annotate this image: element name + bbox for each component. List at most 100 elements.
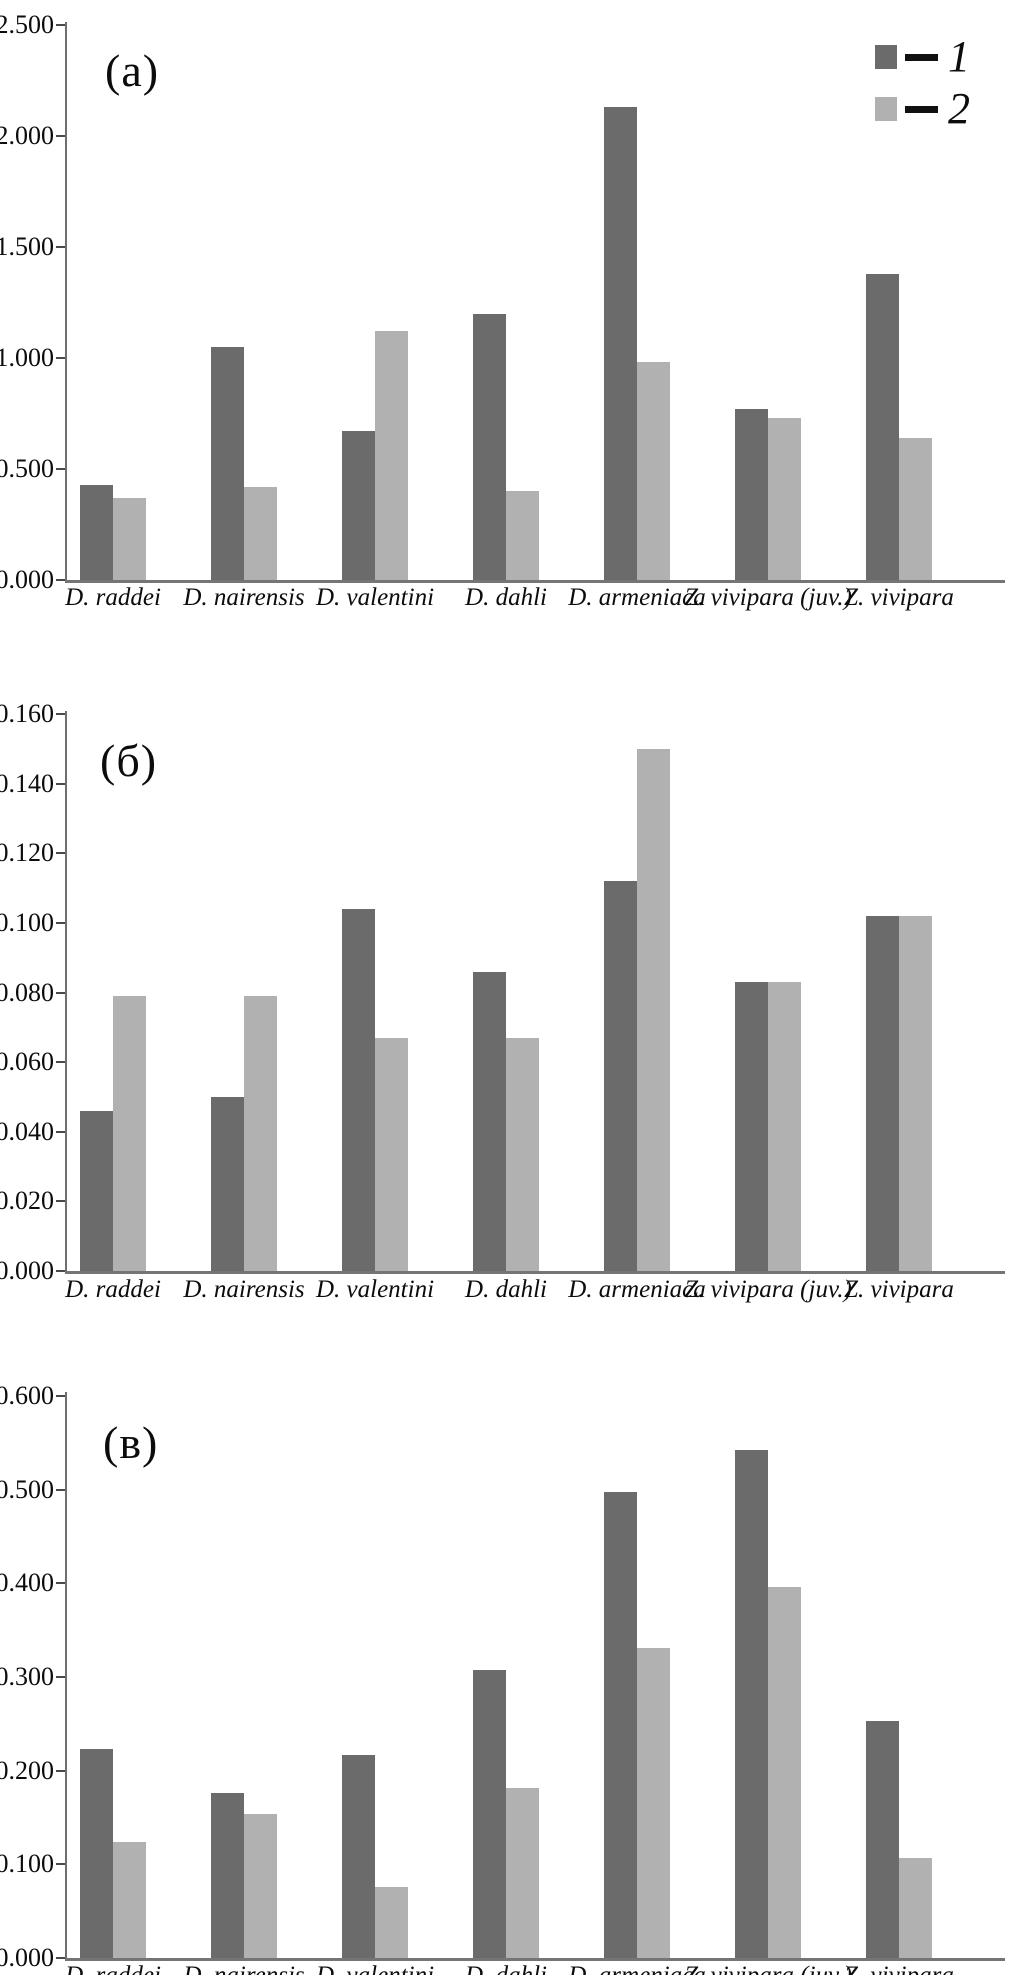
bar-series1 [80,1111,113,1271]
bar-series2 [899,1858,932,1958]
bar-series1 [80,1749,113,1958]
y-axis-line [65,1392,67,1960]
bar-series1 [473,972,506,1271]
x-category-label: Z. vivipara [844,584,954,611]
x-category-label: D. nairensis [183,584,305,611]
legend-dash-icon [905,105,938,113]
bar-series2 [637,1648,670,1958]
y-tick-mark [56,1270,65,1272]
bar-series1 [735,409,768,580]
bar-series2 [768,982,801,1271]
y-tick-mark [56,579,65,581]
bar-series1 [735,982,768,1271]
legend-swatch-series2-icon [875,97,897,121]
x-axis-line [65,1958,1005,1961]
y-tick-label: 0.100 [0,908,54,937]
x-category-label: D. dahli [465,584,547,611]
y-tick-label: 2.000 [0,121,54,150]
y-tick-label: 1.500 [0,232,54,261]
x-category-label: Z. vivipara (juv.) [684,584,852,611]
x-category-label: D. armeniaca [568,584,706,611]
bar-series2 [768,1587,801,1958]
bar-series2 [506,1788,539,1958]
x-category-label: Z. vivipara [844,1962,954,1975]
bar-series1 [866,916,899,1271]
bar-series2 [244,1814,277,1958]
y-tick-mark [56,852,65,855]
y-tick-label: 0.020 [0,1186,54,1216]
bar-series2 [375,1038,408,1271]
x-category-label: Z. vivipara (juv.) [684,1276,852,1303]
bar-series1 [211,1097,244,1271]
bar-series2 [375,331,408,580]
bar-series1 [604,881,637,1271]
y-tick-label: 0.000 [0,1256,54,1285]
x-category-label: D. valentini [315,1276,435,1303]
bar-series1 [866,274,899,580]
y-tick-label: 0.100 [0,1849,54,1879]
bar-series2 [637,749,670,1271]
legend-item-series2: 2 [875,87,970,131]
panel-label-b: (б) [100,735,158,786]
x-axis-line [65,580,1005,583]
bar-series1 [735,1450,768,1958]
y-tick-label: 2.500 [0,10,54,39]
bar-series2 [506,491,539,580]
y-tick-mark [56,782,65,785]
bar-series1 [604,1492,637,1958]
y-tick-label: 0.600 [0,1380,54,1410]
bar-series1 [342,431,375,580]
y-tick-mark [56,246,65,248]
y-tick-mark [56,357,65,359]
legend-item-series1: 1 [875,35,970,79]
legend-dash-icon [905,53,938,61]
x-category-label: D. raddei [65,1962,161,1975]
x-category-label: D. nairensis [183,1962,304,1975]
panel-label-a: (а) [105,45,160,96]
y-tick-label: 0.140 [0,768,54,798]
y-tick-mark [56,1488,65,1491]
bar-series2 [244,996,277,1271]
y-tick-label: 0.060 [0,1047,54,1077]
y-tick-label: 0.200 [0,1755,54,1785]
y-tick-label: 0.000 [0,565,54,594]
x-category-label: D. armeniaca [568,1962,705,1975]
bar-series1 [211,1793,244,1958]
y-axis-line [65,711,67,1273]
y-tick-mark [56,713,65,716]
y-tick-mark [56,1675,65,1678]
bar-series1 [473,314,506,580]
y-tick-mark [56,1582,65,1585]
bar-series1 [342,909,375,1271]
y-tick-mark [56,922,65,924]
panel-label-v: (в) [103,1417,159,1468]
y-tick-mark [56,1200,65,1203]
y-axis-line [65,22,67,582]
y-tick-mark [56,135,65,137]
bar-series2 [375,1887,408,1958]
x-category-label: D. raddei [65,1276,161,1303]
bar-series2 [113,1842,146,1958]
y-tick-label: 0.000 [0,1943,54,1972]
y-tick-mark [56,991,65,994]
bar-series2 [113,498,146,580]
x-axis-line [65,1271,1005,1274]
bar-series1 [342,1755,375,1958]
y-tick-label: 0.400 [0,1568,54,1598]
bar-series2 [768,418,801,580]
y-tick-label: 0.160 [0,699,54,729]
bar-series1 [866,1721,899,1958]
y-tick-label: 0.500 [0,454,54,483]
bar-series1 [473,1670,506,1958]
y-tick-mark [56,1130,65,1133]
bar-series2 [113,996,146,1271]
bar-series2 [506,1038,539,1271]
bar-series2 [899,916,932,1271]
y-tick-label: 0.300 [0,1661,54,1691]
y-tick-label: 0.500 [0,1474,54,1504]
y-tick-mark [56,1061,65,1064]
